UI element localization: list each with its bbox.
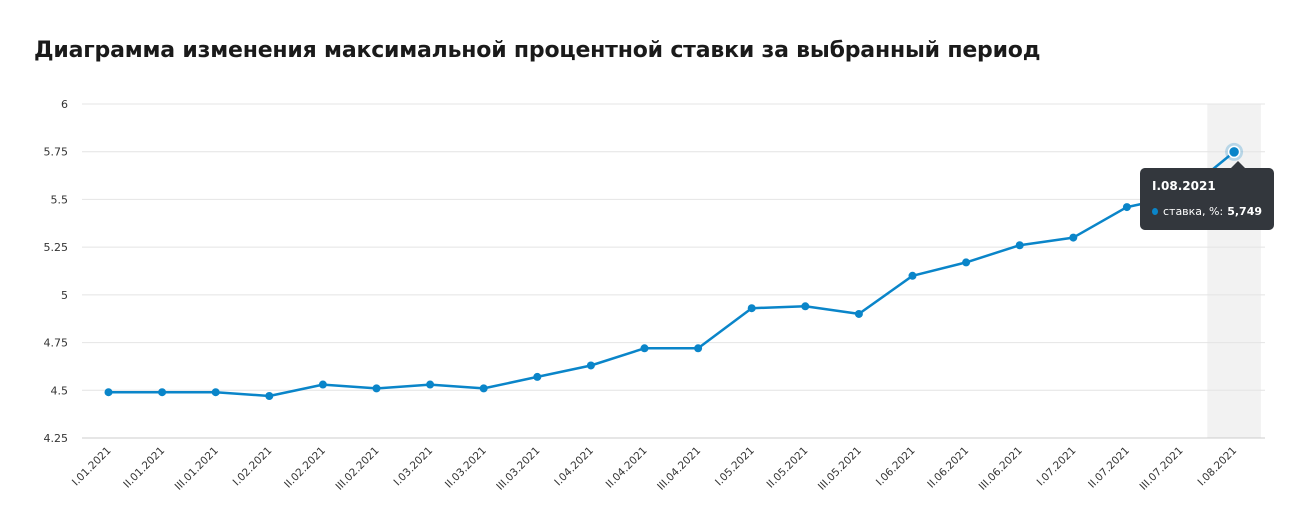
- x-tick-label: I.03.2021: [391, 445, 435, 489]
- x-tick-label: III.01.2021: [173, 445, 221, 493]
- x-tick-label: I.02.2021: [231, 445, 275, 489]
- data-point[interactable]: [158, 388, 167, 397]
- x-tick-label: III.03.2021: [494, 445, 542, 493]
- chart-title: Диаграмма изменения максимальной процент…: [34, 38, 1041, 63]
- y-tick-label: 4.75: [44, 337, 69, 350]
- x-tick-label: I.05.2021: [713, 445, 757, 489]
- y-tick-label: 5.5: [51, 193, 69, 206]
- data-point[interactable]: [801, 302, 810, 311]
- series-line-layer: [107, 150, 1236, 398]
- data-point[interactable]: [372, 384, 381, 393]
- data-point[interactable]: [265, 392, 274, 401]
- data-point[interactable]: [533, 372, 542, 381]
- data-point[interactable]: [1015, 241, 1024, 250]
- x-tick-label: III.07.2021: [1137, 445, 1185, 493]
- data-point[interactable]: [1069, 233, 1078, 242]
- data-point[interactable]: [211, 388, 220, 397]
- tooltip-value: 5,749: [1227, 205, 1262, 218]
- y-tick-label: 5: [61, 289, 68, 302]
- y-axis-ticks: 6 5.75 5.5 5.25 5 4.75 4.5 4.25: [44, 98, 69, 445]
- hover-band: [1207, 104, 1261, 438]
- y-tick-label: 6: [61, 98, 68, 111]
- data-points-layer[interactable]: [104, 142, 1244, 401]
- x-tick-label: I.08.2021: [1195, 445, 1239, 489]
- x-tick-label: II.01.2021: [121, 445, 167, 491]
- data-point[interactable]: [586, 361, 595, 370]
- x-tick-label: II.02.2021: [282, 445, 328, 491]
- highlight-band-layer: [1207, 104, 1261, 438]
- tooltip-series-label: ставка, %:: [1162, 205, 1224, 218]
- data-point[interactable]: [747, 304, 756, 313]
- x-tick-label: I.04.2021: [552, 445, 596, 489]
- x-tick-label: II.07.2021: [1086, 445, 1132, 491]
- grid-layer: [82, 103, 1265, 439]
- x-tick-label: II.04.2021: [604, 445, 650, 491]
- x-tick-label: II.06.2021: [925, 445, 971, 491]
- x-tick-label: I.01.2021: [70, 445, 114, 489]
- x-tick-label: III.02.2021: [333, 445, 381, 493]
- series-marker-icon: [1152, 208, 1158, 215]
- tooltip-row: ставка, %: 5,749: [1152, 205, 1262, 218]
- y-tick-label: 5.75: [44, 146, 69, 159]
- data-point[interactable]: [479, 384, 488, 393]
- x-tick-label: II.05.2021: [764, 445, 810, 491]
- data-point[interactable]: [426, 380, 435, 389]
- data-point[interactable]: [1122, 203, 1131, 212]
- data-point[interactable]: [854, 309, 863, 318]
- tooltip-date: I.08.2021: [1152, 179, 1216, 193]
- x-tick-label: III.06.2021: [977, 445, 1025, 493]
- data-point[interactable]: [694, 344, 703, 353]
- series-line: [107, 150, 1236, 398]
- x-tick-label: I.06.2021: [874, 445, 918, 489]
- x-tick-label: III.04.2021: [655, 445, 703, 493]
- data-point[interactable]: [908, 271, 917, 280]
- x-tick-label: I.07.2021: [1035, 445, 1079, 489]
- tooltip-arrow: [1231, 161, 1245, 168]
- y-tick-label: 4.5: [51, 384, 69, 397]
- data-point[interactable]: [318, 380, 327, 389]
- data-point[interactable]: [640, 344, 649, 353]
- chart-tooltip: I.08.2021 ставка, %: 5,749: [1140, 161, 1274, 230]
- x-tick-label: II.03.2021: [443, 445, 489, 491]
- data-point[interactable]: [962, 258, 971, 267]
- y-tick-label: 4.25: [44, 432, 69, 445]
- data-point[interactable]: [104, 388, 113, 397]
- x-tick-label: III.05.2021: [816, 445, 864, 493]
- data-point-active[interactable]: [1227, 145, 1241, 159]
- y-tick-label: 5.25: [44, 241, 69, 254]
- x-axis-ticks: I.01.2021 II.01.2021 III.01.2021 I.02.2021 I…: [70, 445, 1239, 493]
